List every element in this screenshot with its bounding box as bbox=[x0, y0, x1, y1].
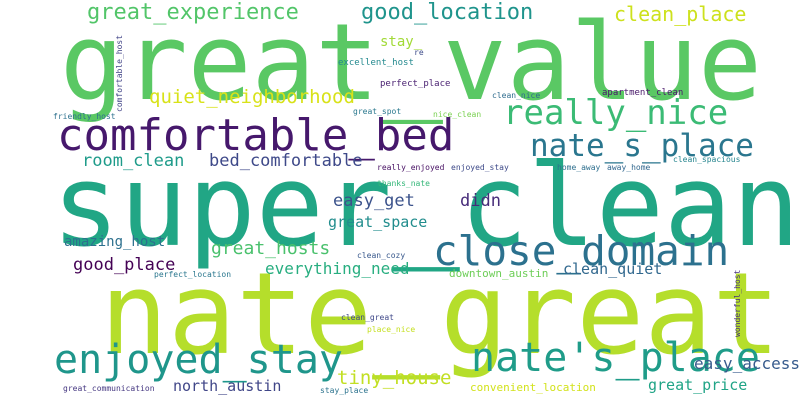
cloud-word: perfect_location bbox=[154, 270, 232, 279]
cloud-word: friendly_host bbox=[53, 112, 116, 121]
cloud-word: clean_cozy bbox=[357, 251, 406, 260]
cloud-word: place_nice bbox=[367, 325, 416, 334]
cloud-word: away_home bbox=[607, 163, 651, 172]
cloud-word: nate_s_place bbox=[530, 128, 754, 164]
cloud-word: great_communication bbox=[63, 384, 155, 393]
cloud-word: tiny_house bbox=[337, 367, 452, 389]
cloud-word: comfortable_host bbox=[115, 34, 124, 112]
cloud-word: easy_access bbox=[694, 354, 800, 373]
cloud-word: clean_great bbox=[341, 313, 394, 322]
cloud-word: quiet_neighborhood bbox=[149, 86, 355, 108]
cloud-word: thanks_nate bbox=[377, 179, 430, 188]
cloud-word: downtown_austin bbox=[449, 267, 549, 280]
cloud-word: excellent_host bbox=[338, 58, 414, 68]
cloud-word: wonderful_host bbox=[733, 269, 742, 337]
cloud-word: nate_great bbox=[100, 248, 781, 380]
cloud-word: north_austin bbox=[173, 377, 282, 395]
cloud-word: enjoyed_stay bbox=[451, 163, 509, 172]
cloud-word: everything_need bbox=[265, 259, 410, 278]
cloud-word: home_away bbox=[557, 163, 601, 172]
cloud-word: comfortable_bed bbox=[57, 110, 455, 161]
cloud-word: great_price bbox=[648, 376, 748, 394]
cloud-word: great_hosts bbox=[211, 238, 331, 259]
cloud-word: convenient_location bbox=[470, 381, 596, 394]
cloud-word: re bbox=[414, 48, 424, 57]
cloud-word: great_experience bbox=[87, 0, 299, 25]
cloud-word: bed_comfortable bbox=[209, 151, 363, 171]
cloud-word: clean_quiet bbox=[563, 260, 663, 278]
cloud-word: room_clean bbox=[82, 151, 185, 171]
cloud-word: close_domain bbox=[433, 227, 730, 275]
cloud-word: enjoyed_stay bbox=[54, 337, 343, 383]
cloud-word: great_space bbox=[328, 213, 428, 231]
cloud-word: easy_get bbox=[333, 191, 415, 211]
cloud-word: stay_place bbox=[320, 386, 369, 395]
cloud-word: clean_place bbox=[614, 2, 747, 26]
cloud-word: perfect_place bbox=[380, 79, 451, 89]
cloud-word: super_clean bbox=[51, 140, 800, 272]
cloud-word: good_location bbox=[361, 0, 534, 25]
cloud-word: really_nice bbox=[503, 93, 729, 133]
cloud-word: really_enjoyed bbox=[377, 163, 445, 172]
cloud-word: great_value bbox=[60, 1, 762, 124]
cloud-word: nate's_place bbox=[471, 335, 760, 381]
cloud-word: clean_nice bbox=[492, 91, 541, 100]
cloud-word: great_spot bbox=[353, 107, 402, 116]
cloud-word: good_place bbox=[73, 255, 176, 275]
cloud-word: clean_spacious bbox=[673, 155, 741, 164]
cloud-word: stay_ bbox=[380, 34, 423, 50]
cloud-word: didn bbox=[460, 191, 501, 211]
cloud-word: nice_clean bbox=[433, 110, 482, 119]
cloud-word: apartment_clean bbox=[602, 88, 684, 98]
cloud-word: amazing_host bbox=[64, 234, 166, 250]
